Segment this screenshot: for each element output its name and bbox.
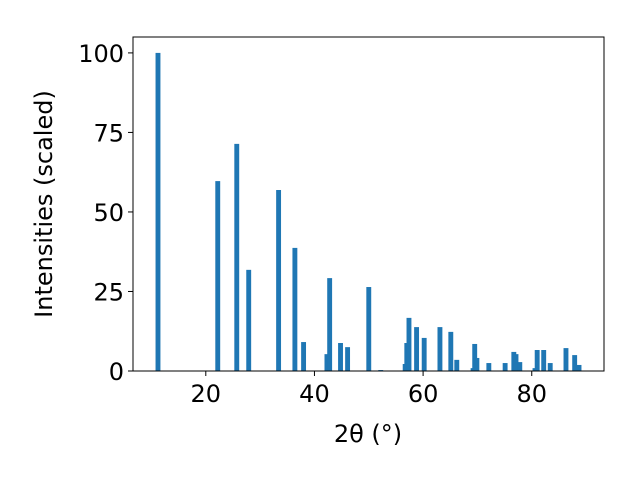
bar — [572, 355, 578, 371]
bar — [327, 278, 333, 371]
y-tick-label: 0 — [109, 358, 124, 386]
bar — [502, 363, 508, 371]
bar — [338, 343, 343, 371]
bar — [155, 52, 161, 372]
y-tick-label: 100 — [78, 40, 124, 68]
bar — [576, 364, 582, 371]
x-tick-label: 80 — [516, 380, 547, 408]
bar — [448, 331, 454, 371]
bar — [454, 359, 460, 371]
bar — [301, 342, 307, 371]
bar — [534, 350, 540, 371]
y-tick-label: 25 — [93, 278, 124, 306]
bar — [472, 343, 478, 371]
bar — [486, 363, 492, 371]
bar — [292, 247, 298, 371]
y-tick-label: 75 — [93, 119, 124, 147]
bar — [215, 181, 221, 371]
bar — [366, 287, 372, 371]
bar — [414, 327, 420, 371]
bar — [547, 363, 553, 371]
bar — [345, 347, 351, 371]
x-tick-label: 60 — [408, 380, 439, 408]
bar — [517, 362, 523, 371]
bar — [234, 143, 240, 371]
bar — [246, 269, 252, 371]
y-axis-label: Intensities (scaled) — [30, 90, 58, 318]
bar — [474, 357, 480, 371]
x-tick-label: 20 — [191, 380, 222, 408]
x-tick-label: 40 — [299, 380, 330, 408]
bar — [421, 337, 427, 371]
bar — [406, 317, 412, 371]
bar — [513, 354, 519, 371]
x-axis-label: 2θ (°) — [334, 420, 402, 448]
bar — [276, 190, 282, 371]
plot-frame — [132, 36, 605, 372]
bar — [541, 350, 547, 371]
bar — [563, 348, 569, 371]
bar — [437, 327, 443, 371]
bar — [324, 354, 330, 371]
y-tick-label: 50 — [93, 199, 124, 227]
